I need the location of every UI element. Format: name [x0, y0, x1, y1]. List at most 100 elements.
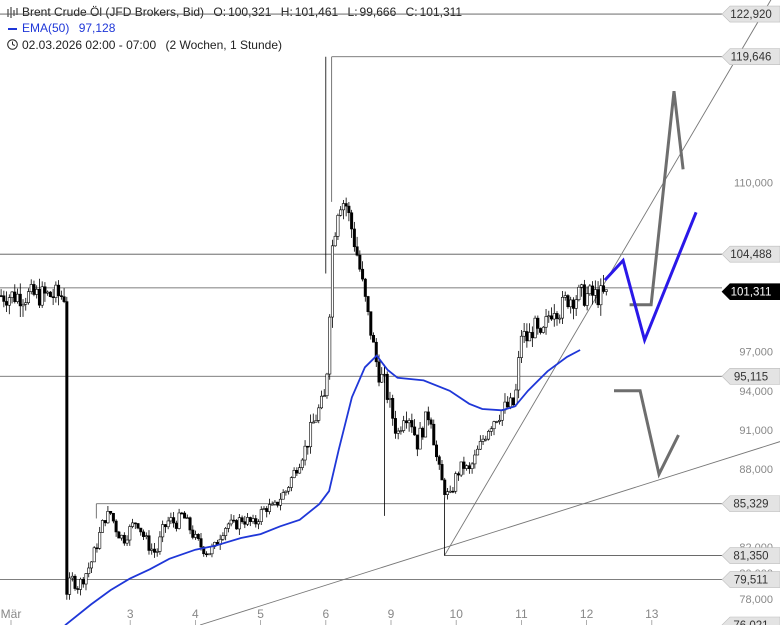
ema-value: 97,128 — [78, 21, 116, 35]
level-label: 79,511 — [734, 575, 768, 587]
candle-body — [278, 498, 282, 506]
candle-body — [106, 510, 110, 524]
x-tick-label: 5 — [257, 607, 264, 621]
candle-body — [437, 456, 441, 465]
candle-body — [265, 508, 269, 512]
candle-body — [560, 297, 564, 319]
candle-body — [322, 395, 326, 398]
candle-body — [350, 212, 354, 230]
candle-body — [18, 293, 22, 307]
candle-body — [372, 335, 376, 343]
candle-body — [174, 522, 178, 529]
open-value: 100,321 — [228, 5, 272, 19]
candle-body — [65, 301, 69, 595]
candle-body — [467, 465, 471, 470]
candle-body — [391, 398, 395, 419]
candle-body — [257, 521, 261, 525]
candle-body — [117, 531, 121, 539]
candle-body — [303, 445, 307, 461]
candle-body — [528, 332, 532, 342]
candle-body — [393, 418, 397, 434]
candle-body — [517, 357, 521, 391]
candle-body — [180, 512, 184, 515]
y-tick-label: 97,000 — [739, 347, 773, 359]
candle-body — [476, 448, 480, 456]
candle-body — [317, 407, 321, 421]
candle-body — [89, 561, 93, 569]
level-tag-bg — [721, 616, 780, 625]
candle-body — [519, 335, 523, 358]
projection-up-gray — [629, 91, 685, 307]
candle-body — [21, 303, 25, 307]
candle-body — [289, 477, 293, 488]
candle-body — [155, 551, 159, 553]
candle-body — [456, 473, 460, 476]
level-label: 119,646 — [731, 52, 772, 64]
candle-body — [440, 464, 444, 481]
candle-body — [237, 517, 241, 530]
candle-body — [333, 235, 337, 247]
candle-body — [0, 295, 3, 297]
candle-body — [240, 517, 244, 522]
candle-body — [306, 445, 310, 448]
candle-body — [62, 296, 66, 302]
candle-body — [396, 430, 400, 434]
candle-body — [29, 284, 33, 292]
candle-body — [487, 431, 491, 440]
candle-body — [46, 291, 50, 294]
x-tick-label: 11 — [515, 607, 528, 621]
candle-body — [309, 422, 313, 448]
candle-body — [459, 461, 463, 476]
level-label: 104,488 — [730, 249, 772, 261]
candle-body — [131, 522, 135, 527]
level-tag: 81,350 — [721, 547, 780, 564]
candle-body — [451, 490, 455, 493]
candle-body — [445, 491, 449, 495]
candle-body — [37, 289, 41, 306]
candle-body — [281, 492, 285, 500]
chart-header-line-1: Brent Crude Öl (JFD Brokers, Bid) O: 100,… — [22, 5, 468, 19]
candle-body — [32, 284, 36, 295]
candle-body — [514, 389, 518, 406]
candle-body — [273, 501, 277, 505]
candle-body — [399, 430, 403, 432]
candle-body — [328, 316, 332, 375]
candle-body — [284, 490, 288, 493]
candle-body — [54, 284, 58, 298]
candle-body — [421, 427, 425, 438]
candle-body — [73, 575, 77, 589]
level-tag: 76,021 — [721, 616, 780, 625]
candle-body — [210, 546, 214, 555]
candle-body — [506, 401, 510, 408]
candle-body — [81, 578, 85, 585]
low-value: 99,666 — [359, 5, 397, 19]
y-tick-label: 91,000 — [739, 425, 773, 437]
candle-body — [43, 286, 47, 294]
level-tag: 95,115 — [721, 367, 780, 385]
candle-body — [100, 520, 104, 533]
candle-body — [591, 285, 595, 296]
level-tag-bg — [721, 571, 780, 588]
x-tick-label: 12 — [580, 607, 594, 621]
candle-body — [604, 289, 608, 292]
candle-body — [344, 203, 348, 207]
candle-body — [92, 547, 96, 563]
open-label: O: — [213, 5, 227, 19]
candle-body — [298, 467, 302, 474]
candle-body — [259, 509, 263, 523]
candle-body — [470, 463, 474, 470]
x-tick-label: 13 — [645, 607, 659, 621]
candle-body — [68, 577, 72, 595]
candle-body — [87, 567, 91, 574]
candle-body — [341, 203, 345, 211]
candle-body — [150, 548, 154, 551]
level-tag-bg — [721, 245, 780, 263]
level-tag-bg — [721, 48, 780, 66]
candle-body — [142, 531, 146, 537]
close-label: C: — [405, 5, 418, 19]
candle-body — [377, 361, 381, 383]
candle-body — [10, 291, 14, 298]
candle-body — [602, 285, 606, 292]
candle-body — [347, 205, 351, 214]
candle-body — [544, 316, 548, 328]
